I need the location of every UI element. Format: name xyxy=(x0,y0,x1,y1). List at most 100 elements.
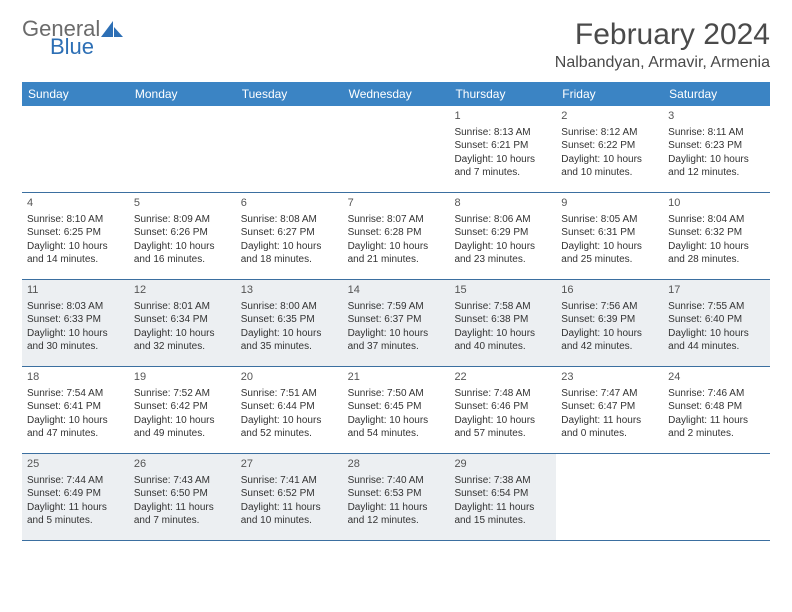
day-info-line: and 23 minutes. xyxy=(454,253,551,267)
month-title: February 2024 xyxy=(555,18,770,52)
day-info-line: Daylight: 10 hours xyxy=(27,240,124,254)
day-number: 19 xyxy=(134,370,231,385)
day-info-line: Daylight: 10 hours xyxy=(27,327,124,341)
calendar: Sunday Monday Tuesday Wednesday Thursday… xyxy=(22,82,770,541)
day-number: 16 xyxy=(561,283,658,298)
calendar-cell: 15Sunrise: 7:58 AMSunset: 6:38 PMDayligh… xyxy=(449,280,556,366)
day-info-line: Daylight: 10 hours xyxy=(454,240,551,254)
day-info-line: Sunrise: 7:41 AM xyxy=(241,474,338,488)
day-info-line: Sunrise: 8:08 AM xyxy=(241,213,338,227)
day-number: 14 xyxy=(348,283,445,298)
day-info-line: Sunset: 6:28 PM xyxy=(348,226,445,240)
day-info-line: and 14 minutes. xyxy=(27,253,124,267)
calendar-cell: 6Sunrise: 8:08 AMSunset: 6:27 PMDaylight… xyxy=(236,193,343,279)
day-number: 23 xyxy=(561,370,658,385)
day-info-line: and 25 minutes. xyxy=(561,253,658,267)
calendar-cell: 27Sunrise: 7:41 AMSunset: 6:52 PMDayligh… xyxy=(236,454,343,540)
day-number: 9 xyxy=(561,196,658,211)
day-info-line: Sunset: 6:26 PM xyxy=(134,226,231,240)
day-info-line: Sunset: 6:39 PM xyxy=(561,313,658,327)
calendar-cell: 20Sunrise: 7:51 AMSunset: 6:44 PMDayligh… xyxy=(236,367,343,453)
calendar-cell xyxy=(22,106,129,192)
calendar-row: 4Sunrise: 8:10 AMSunset: 6:25 PMDaylight… xyxy=(22,193,770,280)
day-info-line: Daylight: 11 hours xyxy=(561,414,658,428)
day-info-line: and 12 minutes. xyxy=(348,514,445,528)
day-info-line: Sunrise: 8:07 AM xyxy=(348,213,445,227)
calendar-cell xyxy=(236,106,343,192)
day-info-line: Sunrise: 8:04 AM xyxy=(668,213,765,227)
day-info-line: Daylight: 11 hours xyxy=(668,414,765,428)
day-info-line: and 37 minutes. xyxy=(348,340,445,354)
day-info-line: Sunset: 6:38 PM xyxy=(454,313,551,327)
calendar-row: 25Sunrise: 7:44 AMSunset: 6:49 PMDayligh… xyxy=(22,454,770,541)
day-info-line: and 47 minutes. xyxy=(27,427,124,441)
calendar-cell: 9Sunrise: 8:05 AMSunset: 6:31 PMDaylight… xyxy=(556,193,663,279)
day-number: 2 xyxy=(561,109,658,124)
day-info-line: Sunset: 6:22 PM xyxy=(561,139,658,153)
day-info-line: Sunrise: 8:06 AM xyxy=(454,213,551,227)
weekday-saturday: Saturday xyxy=(663,82,770,106)
day-info-line: and 2 minutes. xyxy=(668,427,765,441)
day-info-line: and 52 minutes. xyxy=(241,427,338,441)
day-info-line: Sunset: 6:35 PM xyxy=(241,313,338,327)
day-info-line: Sunset: 6:45 PM xyxy=(348,400,445,414)
calendar-row: 18Sunrise: 7:54 AMSunset: 6:41 PMDayligh… xyxy=(22,367,770,454)
calendar-body: 1Sunrise: 8:13 AMSunset: 6:21 PMDaylight… xyxy=(22,106,770,541)
day-info-line: Daylight: 10 hours xyxy=(561,240,658,254)
calendar-cell: 21Sunrise: 7:50 AMSunset: 6:45 PMDayligh… xyxy=(343,367,450,453)
weekday-monday: Monday xyxy=(129,82,236,106)
day-number: 20 xyxy=(241,370,338,385)
calendar-cell: 26Sunrise: 7:43 AMSunset: 6:50 PMDayligh… xyxy=(129,454,236,540)
day-info-line: Sunset: 6:49 PM xyxy=(27,487,124,501)
day-info-line: Sunrise: 8:03 AM xyxy=(27,300,124,314)
day-info-line: Daylight: 10 hours xyxy=(561,153,658,167)
day-info-line: Sunset: 6:42 PM xyxy=(134,400,231,414)
day-number: 11 xyxy=(27,283,124,298)
location: Nalbandyan, Armavir, Armenia xyxy=(555,54,770,72)
day-info-line: Sunrise: 7:55 AM xyxy=(668,300,765,314)
day-info-line: Daylight: 10 hours xyxy=(668,327,765,341)
calendar-cell: 29Sunrise: 7:38 AMSunset: 6:54 PMDayligh… xyxy=(449,454,556,540)
day-info-line: Sunset: 6:52 PM xyxy=(241,487,338,501)
day-number: 21 xyxy=(348,370,445,385)
calendar-row: 11Sunrise: 8:03 AMSunset: 6:33 PMDayligh… xyxy=(22,280,770,367)
day-number: 22 xyxy=(454,370,551,385)
day-info-line: Sunset: 6:31 PM xyxy=(561,226,658,240)
day-info-line: Sunset: 6:34 PM xyxy=(134,313,231,327)
day-info-line: Sunrise: 8:13 AM xyxy=(454,126,551,140)
day-info-line: Daylight: 10 hours xyxy=(668,153,765,167)
weekday-tuesday: Tuesday xyxy=(236,82,343,106)
calendar-cell: 25Sunrise: 7:44 AMSunset: 6:49 PMDayligh… xyxy=(22,454,129,540)
day-info-line: Sunrise: 8:10 AM xyxy=(27,213,124,227)
header: GeneralBlue February 2024 Nalbandyan, Ar… xyxy=(22,18,770,72)
day-info-line: Sunset: 6:23 PM xyxy=(668,139,765,153)
day-info-line: Sunrise: 7:50 AM xyxy=(348,387,445,401)
day-info-line: and 18 minutes. xyxy=(241,253,338,267)
calendar-cell: 1Sunrise: 8:13 AMSunset: 6:21 PMDaylight… xyxy=(449,106,556,192)
calendar-cell: 10Sunrise: 8:04 AMSunset: 6:32 PMDayligh… xyxy=(663,193,770,279)
day-info-line: and 12 minutes. xyxy=(668,166,765,180)
calendar-cell: 11 Sunrise: 8:03 AMSunset: 6:33 PMDayligh… xyxy=(22,280,129,366)
weekday-friday: Friday xyxy=(556,82,663,106)
day-number: 8 xyxy=(454,196,551,211)
calendar-weekday-header: Sunday Monday Tuesday Wednesday Thursday… xyxy=(22,82,770,106)
day-info-line: Sunset: 6:47 PM xyxy=(561,400,658,414)
calendar-cell: 16Sunrise: 7:56 AMSunset: 6:39 PMDayligh… xyxy=(556,280,663,366)
day-info-line: Sunset: 6:33 PM xyxy=(27,313,124,327)
calendar-cell: 18Sunrise: 7:54 AMSunset: 6:41 PMDayligh… xyxy=(22,367,129,453)
day-info-line: Sunset: 6:25 PM xyxy=(27,226,124,240)
calendar-cell: 3Sunrise: 8:11 AMSunset: 6:23 PMDaylight… xyxy=(663,106,770,192)
day-info-line: Daylight: 11 hours xyxy=(348,501,445,515)
day-info-line: Daylight: 10 hours xyxy=(241,327,338,341)
day-info-line: and 10 minutes. xyxy=(241,514,338,528)
calendar-cell: 28Sunrise: 7:40 AMSunset: 6:53 PMDayligh… xyxy=(343,454,450,540)
day-info-line: Sunrise: 7:52 AM xyxy=(134,387,231,401)
day-info-line: Sunrise: 7:54 AM xyxy=(27,387,124,401)
day-number: 25 xyxy=(27,457,124,472)
day-number: 28 xyxy=(348,457,445,472)
day-info-line: Sunrise: 8:11 AM xyxy=(668,126,765,140)
day-number: 18 xyxy=(27,370,124,385)
day-info-line: and 54 minutes. xyxy=(348,427,445,441)
day-info-line: Sunrise: 8:09 AM xyxy=(134,213,231,227)
day-info-line: Daylight: 10 hours xyxy=(561,327,658,341)
